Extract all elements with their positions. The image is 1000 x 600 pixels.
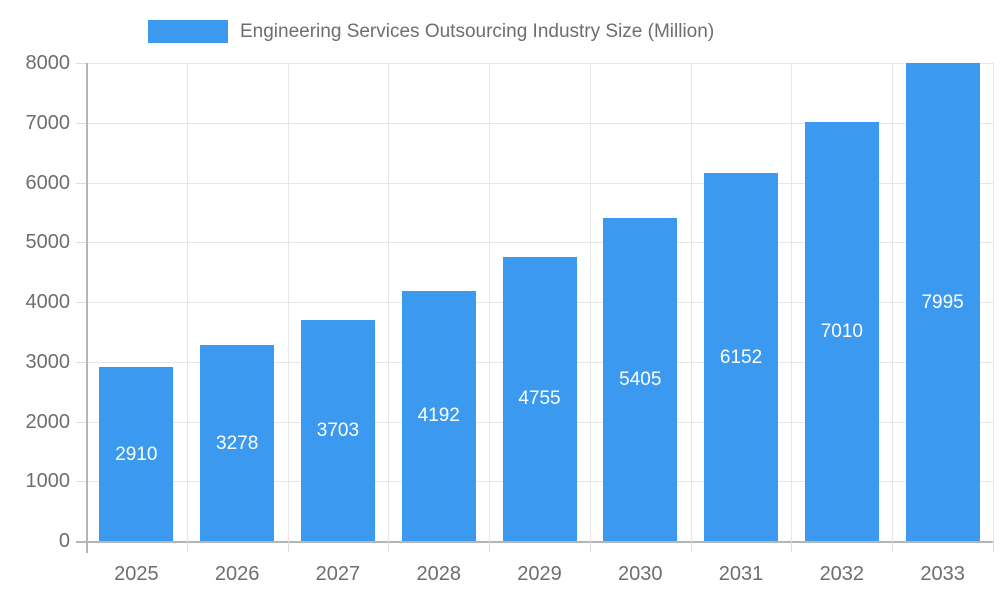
bar-value-label: 7010: [820, 321, 863, 343]
y-tick: [76, 421, 86, 423]
v-gridline: [993, 63, 994, 541]
bar-2029[interactable]: 4755: [502, 256, 577, 541]
bar-2030[interactable]: 5405: [603, 218, 678, 541]
h-gridline: [86, 122, 993, 124]
y-tick: [76, 63, 86, 64]
x-tick-label-2031: 2031: [718, 563, 764, 585]
x-tick-label-2028: 2028: [416, 563, 461, 585]
x-tick: [186, 541, 188, 552]
bar-value-label: 3278: [216, 432, 259, 454]
x-tick-label-2032: 2032: [819, 563, 865, 585]
bar-2025[interactable]: 2910: [99, 367, 174, 541]
x-tick-label-2026: 2026: [214, 563, 260, 585]
bar-2027[interactable]: 3703: [300, 319, 375, 541]
legend-label: Engineering Services Outsourcing Industr…: [240, 20, 715, 42]
y-tick: [76, 361, 86, 363]
y-tick-label: 4000: [25, 291, 71, 313]
v-gridline: [690, 63, 692, 541]
x-tick: [388, 541, 390, 552]
bar-2031[interactable]: 6152: [704, 173, 779, 541]
y-tick-label: 2000: [25, 410, 71, 433]
x-tick-label-2027: 2027: [315, 563, 361, 585]
y-tick-label: 1000: [25, 470, 71, 493]
bar-value-label: 5405: [619, 369, 662, 391]
y-tick-label: 7000: [25, 111, 71, 134]
bar-2033[interactable]: 7995: [905, 63, 980, 541]
v-gridline: [186, 63, 188, 541]
v-gridline: [892, 63, 894, 541]
v-gridline: [489, 63, 491, 541]
x-tick-label-2025: 2025: [114, 563, 159, 585]
bar-value-label: 4192: [417, 405, 460, 427]
x-tick-label-2029: 2029: [517, 563, 562, 585]
y-tick-label: 5000: [25, 231, 71, 254]
bar-value-label: 4755: [518, 388, 561, 410]
x-tick: [589, 541, 591, 552]
v-gridline: [791, 63, 793, 541]
y-tick: [76, 481, 86, 483]
v-gridline: [287, 63, 289, 541]
y-tick-label: 6000: [25, 171, 71, 194]
x-tick-label-2030: 2030: [618, 563, 663, 585]
v-gridline: [589, 63, 591, 541]
x-tick: [791, 541, 793, 552]
y-tick-label: 3000: [25, 350, 71, 373]
y-tick: [76, 182, 86, 184]
x-tick: [489, 541, 491, 552]
y-axis-line: [86, 63, 88, 553]
bar-2028[interactable]: 4192: [401, 290, 476, 541]
h-gridline: [86, 242, 993, 244]
bar-value-label: 2910: [115, 443, 158, 465]
x-tick-label-2033: 2033: [920, 563, 965, 585]
bar-value-label: 3703: [316, 419, 360, 441]
y-tick: [76, 302, 86, 303]
bar-value-label: 7995: [921, 291, 964, 313]
h-gridline: [86, 63, 993, 64]
x-tick: [690, 541, 692, 552]
bar-2032[interactable]: 7010: [804, 122, 879, 541]
x-axis-line: [76, 541, 994, 543]
x-tick: [287, 541, 289, 552]
y-tick-label: 0: [58, 530, 70, 552]
v-gridline: [388, 63, 390, 541]
bar-value-label: 6152: [719, 346, 763, 368]
h-gridline: [86, 182, 993, 184]
y-tick: [76, 122, 86, 124]
bar-2026[interactable]: 3278: [200, 345, 275, 541]
y-tick-label: 8000: [25, 52, 71, 74]
y-tick: [76, 242, 86, 244]
x-tick: [892, 541, 894, 552]
legend-swatch: [148, 20, 228, 43]
x-tick: [993, 541, 994, 552]
legend-item[interactable]: Engineering Services Outsourcing Industr…: [148, 20, 714, 43]
